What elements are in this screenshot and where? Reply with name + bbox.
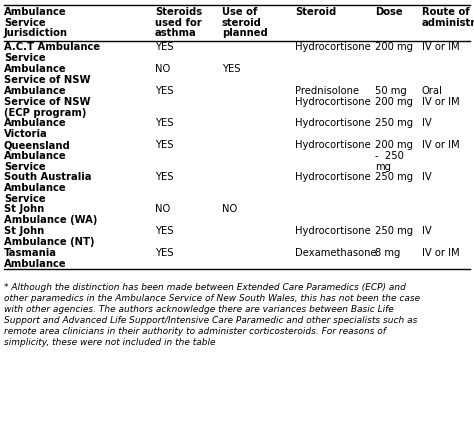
Text: mg: mg [375,162,391,171]
Text: 250 mg: 250 mg [375,172,413,182]
Text: remote area clinicians in their authority to administer corticosteroids. For rea: remote area clinicians in their authorit… [4,326,386,336]
Text: Tasmania: Tasmania [4,249,57,259]
Text: Hydrocortisone: Hydrocortisone [295,97,371,107]
Text: Ambulance: Ambulance [4,183,67,193]
Text: Ambulance: Ambulance [4,151,67,161]
Text: YES: YES [155,87,173,97]
Text: Service: Service [4,194,46,204]
Text: Hydrocortisone: Hydrocortisone [295,119,371,129]
Text: Ambulance: Ambulance [4,87,67,97]
Text: with other agencies. The authors acknowledge there are variances between Basic L: with other agencies. The authors acknowl… [4,304,394,313]
Text: Oral: Oral [422,87,443,97]
Text: Hydrocortisone: Hydrocortisone [295,42,371,52]
Text: -  250: - 250 [375,151,404,161]
Text: Support and Advanced Life Support/Intensive Care Paramedic and other specialists: Support and Advanced Life Support/Intens… [4,316,418,325]
Text: Hydrocortisone: Hydrocortisone [295,140,371,151]
Text: NO: NO [155,204,170,214]
Text: Ambulance (WA): Ambulance (WA) [4,215,97,225]
Text: 250 mg: 250 mg [375,119,413,129]
Text: NO: NO [155,65,170,74]
Text: Ambulance: Ambulance [4,259,67,269]
Text: Ambulance (NT): Ambulance (NT) [4,237,94,247]
Text: Use of: Use of [222,7,257,17]
Text: IV: IV [422,226,432,236]
Text: * Although the distinction has been made between Extended Care Paramedics (ECP) : * Although the distinction has been made… [4,282,406,291]
Text: Service of NSW: Service of NSW [4,97,91,107]
Text: Service: Service [4,53,46,63]
Text: Service of NSW: Service of NSW [4,75,91,85]
Text: NO: NO [222,204,237,214]
Text: Hydrocortisone: Hydrocortisone [295,226,371,236]
Text: IV or IM: IV or IM [422,140,460,151]
Text: Dexamethasone: Dexamethasone [295,249,377,259]
Text: Jurisdiction: Jurisdiction [4,28,68,38]
Text: YES: YES [222,65,240,74]
Text: IV: IV [422,172,432,182]
Text: simplicity, these were not included in the table: simplicity, these were not included in t… [4,338,216,347]
Text: steroid: steroid [222,17,262,28]
Text: St John: St John [4,226,44,236]
Text: IV or IM: IV or IM [422,249,460,259]
Text: Queensland: Queensland [4,140,71,151]
Text: YES: YES [155,249,173,259]
Text: used for: used for [155,17,202,28]
Text: other paramedics in the Ambulance Service of New South Wales, this has not been : other paramedics in the Ambulance Servic… [4,294,420,303]
Text: Ambulance: Ambulance [4,7,67,17]
Text: Ambulance: Ambulance [4,119,67,129]
Text: asthma: asthma [155,28,197,38]
Text: 200 mg: 200 mg [375,42,413,52]
Text: 200 mg: 200 mg [375,140,413,151]
Text: South Australia: South Australia [4,172,91,182]
Text: YES: YES [155,226,173,236]
Text: administration: administration [422,17,474,28]
Text: IV or IM: IV or IM [422,97,460,107]
Text: Route of: Route of [422,7,470,17]
Text: A.C.T Ambulance: A.C.T Ambulance [4,42,100,52]
Text: planned: planned [222,28,268,38]
Text: 200 mg: 200 mg [375,97,413,107]
Text: 8 mg: 8 mg [375,249,401,259]
Text: Hydrocortisone: Hydrocortisone [295,172,371,182]
Text: YES: YES [155,140,173,151]
Text: YES: YES [155,172,173,182]
Text: Steroids: Steroids [155,7,202,17]
Text: (ECP program): (ECP program) [4,107,86,117]
Text: Service: Service [4,17,46,28]
Text: YES: YES [155,42,173,52]
Text: IV: IV [422,119,432,129]
Text: 250 mg: 250 mg [375,226,413,236]
Text: 50 mg: 50 mg [375,87,407,97]
Text: YES: YES [155,119,173,129]
Text: Service: Service [4,162,46,171]
Text: Victoria: Victoria [4,129,48,139]
Text: Steroid: Steroid [295,7,336,17]
Text: IV or IM: IV or IM [422,42,460,52]
Text: Prednisolone: Prednisolone [295,87,359,97]
Text: St John: St John [4,204,44,214]
Text: Dose: Dose [375,7,402,17]
Text: Ambulance: Ambulance [4,65,67,74]
